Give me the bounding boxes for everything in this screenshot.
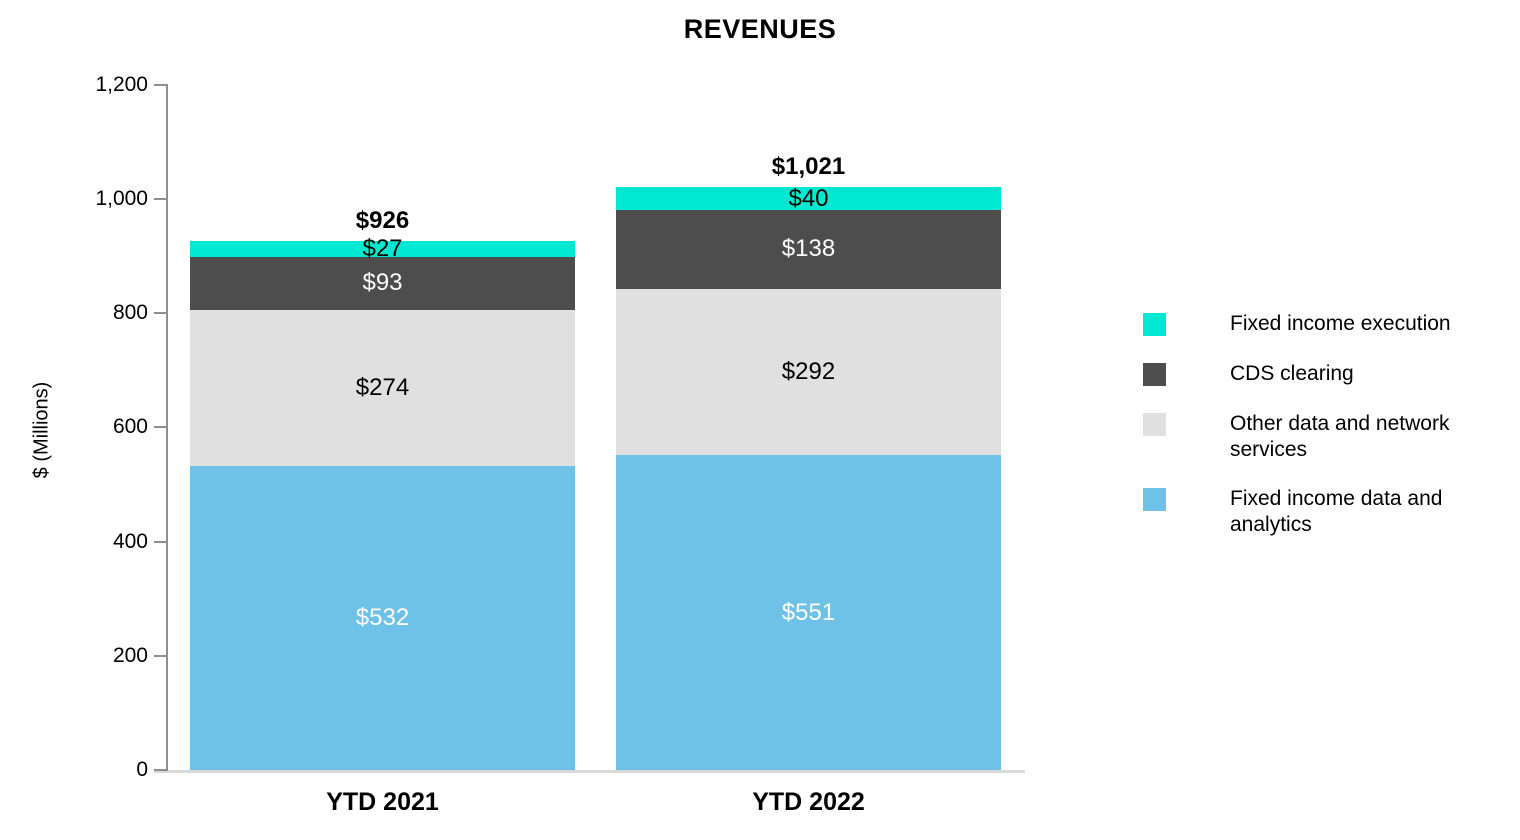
bar-total-label: $1,021 — [771, 153, 846, 181]
chart-title: REVENUES — [683, 14, 837, 44]
bar-segment-cds-clearing: $93 — [190, 256, 575, 310]
legend-swatch — [1143, 313, 1166, 336]
legend-label: CDS clearing — [1230, 362, 1354, 385]
y-axis-tick — [154, 654, 168, 657]
legend-swatch — [1143, 488, 1166, 511]
bar-segment-cds-clearing: $138 — [616, 209, 1001, 289]
y-tick-label: 200 — [112, 643, 148, 667]
bar-segment-fixed-income-data-and-analytics: $532 — [190, 466, 575, 770]
legend-label: Other data and network services — [1230, 412, 1450, 461]
bar-segment-fixed-income-data-and-analytics: $551 — [616, 455, 1001, 770]
legend-item-cds-clearing: CDS clearing — [1143, 361, 1480, 387]
y-axis-tick — [154, 769, 168, 771]
segment-value-label: $532 — [355, 604, 410, 632]
segment-value-label: $27 — [362, 235, 403, 263]
segment-value-label: $292 — [781, 358, 836, 386]
y-axis-tick — [154, 540, 168, 543]
bar-segment-other-data-and-network-services: $292 — [616, 288, 1001, 456]
legend-item-fixed-income-execution: Fixed income execution — [1143, 311, 1480, 337]
legend-item-fixed-income-data-and-analytics: Fixed income data and analytics — [1143, 486, 1480, 538]
segment-value-label: $93 — [362, 269, 403, 297]
bar-segment-fixed-income-execution: $27 — [190, 237, 575, 261]
segment-value-label: $551 — [781, 598, 836, 626]
y-axis-tick — [154, 312, 168, 315]
y-tick-label: 0 — [136, 758, 148, 781]
y-tick-label: 1,200 — [95, 72, 148, 96]
bar-total-label: $926 — [355, 207, 410, 235]
x-axis-category-label: YTD 2022 — [752, 788, 865, 816]
legend-swatch — [1143, 363, 1166, 386]
segment-value-label: $138 — [781, 235, 836, 263]
x-axis-category-label: YTD 2021 — [326, 788, 439, 816]
legend-label: Fixed income data and analytics — [1230, 487, 1443, 536]
y-tick-label: 1,000 — [95, 187, 148, 211]
bar-segment-fixed-income-execution: $40 — [616, 184, 1001, 212]
legend-label: Fixed income execution — [1230, 312, 1451, 335]
y-axis-tick — [154, 198, 168, 201]
legend-swatch — [1143, 413, 1166, 436]
y-tick-label: 800 — [112, 301, 148, 325]
bar-segment-other-data-and-network-services: $274 — [190, 309, 575, 467]
y-tick-label: 400 — [112, 529, 148, 553]
segment-value-label: $274 — [355, 374, 410, 402]
y-axis-line — [166, 85, 168, 772]
x-axis-baseline — [154, 770, 1025, 773]
y-axis-tick — [154, 83, 168, 86]
segment-value-label: $40 — [788, 184, 829, 212]
y-tick-label: 600 — [112, 415, 148, 439]
y-axis-tick — [154, 426, 168, 429]
legend-item-other-data-and-network-services: Other data and network services — [1143, 411, 1480, 463]
